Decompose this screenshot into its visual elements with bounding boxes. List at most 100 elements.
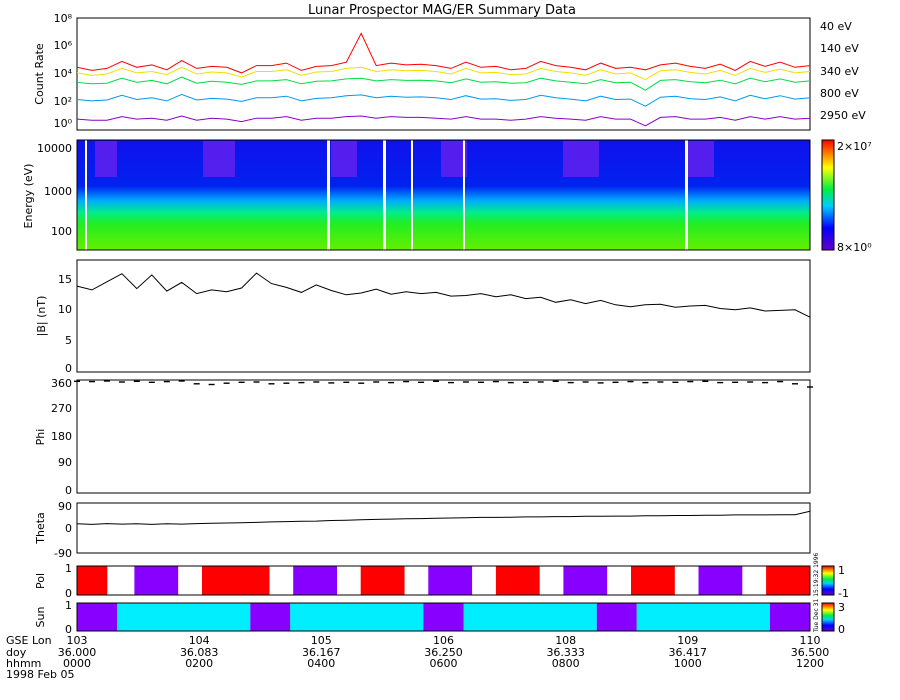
x-row-label-hhmm: hhmm <box>6 657 41 670</box>
phi-point <box>178 380 185 382</box>
phi-point <box>522 381 529 383</box>
energy-ylabel: Energy (eV) <box>22 164 35 229</box>
pol-frame <box>76 565 811 596</box>
pol-block <box>202 566 270 595</box>
sun-ytick-1: 1 <box>65 599 72 612</box>
sun-ytick-0: 0 <box>65 623 72 636</box>
pol-block <box>360 566 405 595</box>
cr-ytick-8: 10⁸ <box>54 12 73 25</box>
x-tick-lon: 105 <box>311 634 332 647</box>
spectrogram-blob <box>441 141 467 177</box>
sun-block <box>463 603 597 631</box>
count-rate-frame <box>76 17 811 131</box>
phi-point <box>642 381 649 384</box>
pol-block <box>674 566 699 595</box>
b-ytick-15: 15 <box>58 273 72 286</box>
energy-spectrogram-panel: Energy (eV) 100 1000 10000 2×10⁷ 8×10⁰ <box>22 139 872 254</box>
legend-2950ev: 2950 eV <box>820 109 866 122</box>
sun-block <box>117 603 251 631</box>
phi-point <box>477 381 484 383</box>
energy-ytick-1000: 1000 <box>44 185 72 198</box>
sun-colorbar-min: 0 <box>838 623 845 636</box>
phi-point <box>298 381 305 384</box>
pol-ytick-1: 1 <box>65 562 72 575</box>
spectrogram-blob <box>688 141 714 177</box>
series-line-140-ev <box>76 66 811 81</box>
phi-point <box>358 382 365 384</box>
sun-block <box>290 603 424 631</box>
phi-point <box>388 381 395 384</box>
x-tick-hhmm: 1200 <box>796 657 824 670</box>
x-tick-hhmm: 0000 <box>63 657 91 670</box>
phi-point <box>747 381 754 383</box>
phi-point <box>567 381 574 384</box>
b-magnitude-frame <box>76 259 811 373</box>
x-tick-hhmm: 0600 <box>430 657 458 670</box>
series-line-340-ev <box>76 76 811 91</box>
series-line-800-ev <box>76 93 811 107</box>
phi-point <box>777 380 784 383</box>
phi-point <box>762 381 769 384</box>
phi-point <box>492 380 499 383</box>
legend-340ev: 340 eV <box>820 65 859 78</box>
legend-140ev: 140 eV <box>820 42 859 55</box>
x-tick-doy: 36.333 <box>546 646 585 659</box>
data-gap <box>685 140 688 250</box>
phi-point <box>552 380 559 382</box>
phi-point <box>403 380 410 383</box>
phi-point <box>268 383 275 385</box>
phi-point <box>343 381 350 383</box>
b-ytick-10: 10 <box>58 303 72 316</box>
phi-point <box>208 383 215 386</box>
phi-point <box>507 381 514 384</box>
pol-colorbar <box>821 565 835 596</box>
sun-blocks <box>77 603 810 631</box>
x-row-label-doy: doy <box>6 646 27 659</box>
phi-point <box>373 381 380 383</box>
phi-point <box>657 381 664 383</box>
x-tick-lon: 104 <box>189 634 210 647</box>
x-tick-hhmm: 0800 <box>552 657 580 670</box>
x-tick-doy: 36.167 <box>302 646 341 659</box>
phi-ytick-270: 270 <box>51 402 72 415</box>
theta-ytick-90: 90 <box>58 500 72 513</box>
data-gap <box>411 140 413 250</box>
phi-point <box>702 380 709 382</box>
phi-frame <box>76 379 811 494</box>
phi-ytick-180: 180 <box>51 430 72 443</box>
pol-block <box>631 566 675 595</box>
phi-point <box>792 383 798 385</box>
cr-ytick-4: 10⁴ <box>54 67 73 80</box>
phi-point <box>118 381 125 383</box>
series-line-40-ev <box>76 32 811 74</box>
phi-point <box>597 382 604 384</box>
colorbar-max-label: 2×10⁷ <box>837 140 872 153</box>
pol-block <box>404 566 429 595</box>
x-tick-doy: 36.083 <box>180 646 219 659</box>
theta-ytick-0: 0 <box>65 522 72 535</box>
b-magnitude-line <box>76 272 811 318</box>
cr-ytick-0: 10⁰ <box>54 117 73 130</box>
spectrogram-colorbar <box>821 139 835 251</box>
theta-line <box>76 510 811 525</box>
phi-ytick-360: 360 <box>51 377 72 390</box>
phi-point <box>582 381 589 383</box>
sun-block <box>77 603 117 631</box>
pol-block <box>472 566 496 595</box>
x-tick-doy: 36.417 <box>669 646 708 659</box>
x-axis: GSE Lon doy hhmm 1998 Feb 05 10336.00000… <box>6 634 829 681</box>
phi-point <box>238 381 245 383</box>
phi-point <box>193 383 200 385</box>
pol-block <box>698 566 743 595</box>
pol-block <box>563 566 608 595</box>
pol-block <box>766 566 810 595</box>
phi-point <box>253 381 260 383</box>
pol-colorbar-max: 1 <box>838 564 845 577</box>
spectrogram-frame <box>76 139 811 251</box>
sun-ylabel: Sun <box>34 607 47 628</box>
phi-point <box>89 380 95 383</box>
x-tick-lon: 106 <box>433 634 454 647</box>
energy-ytick-10000: 10000 <box>37 142 72 155</box>
b-magnitude-ylabel: |B| (nT) <box>35 296 48 337</box>
